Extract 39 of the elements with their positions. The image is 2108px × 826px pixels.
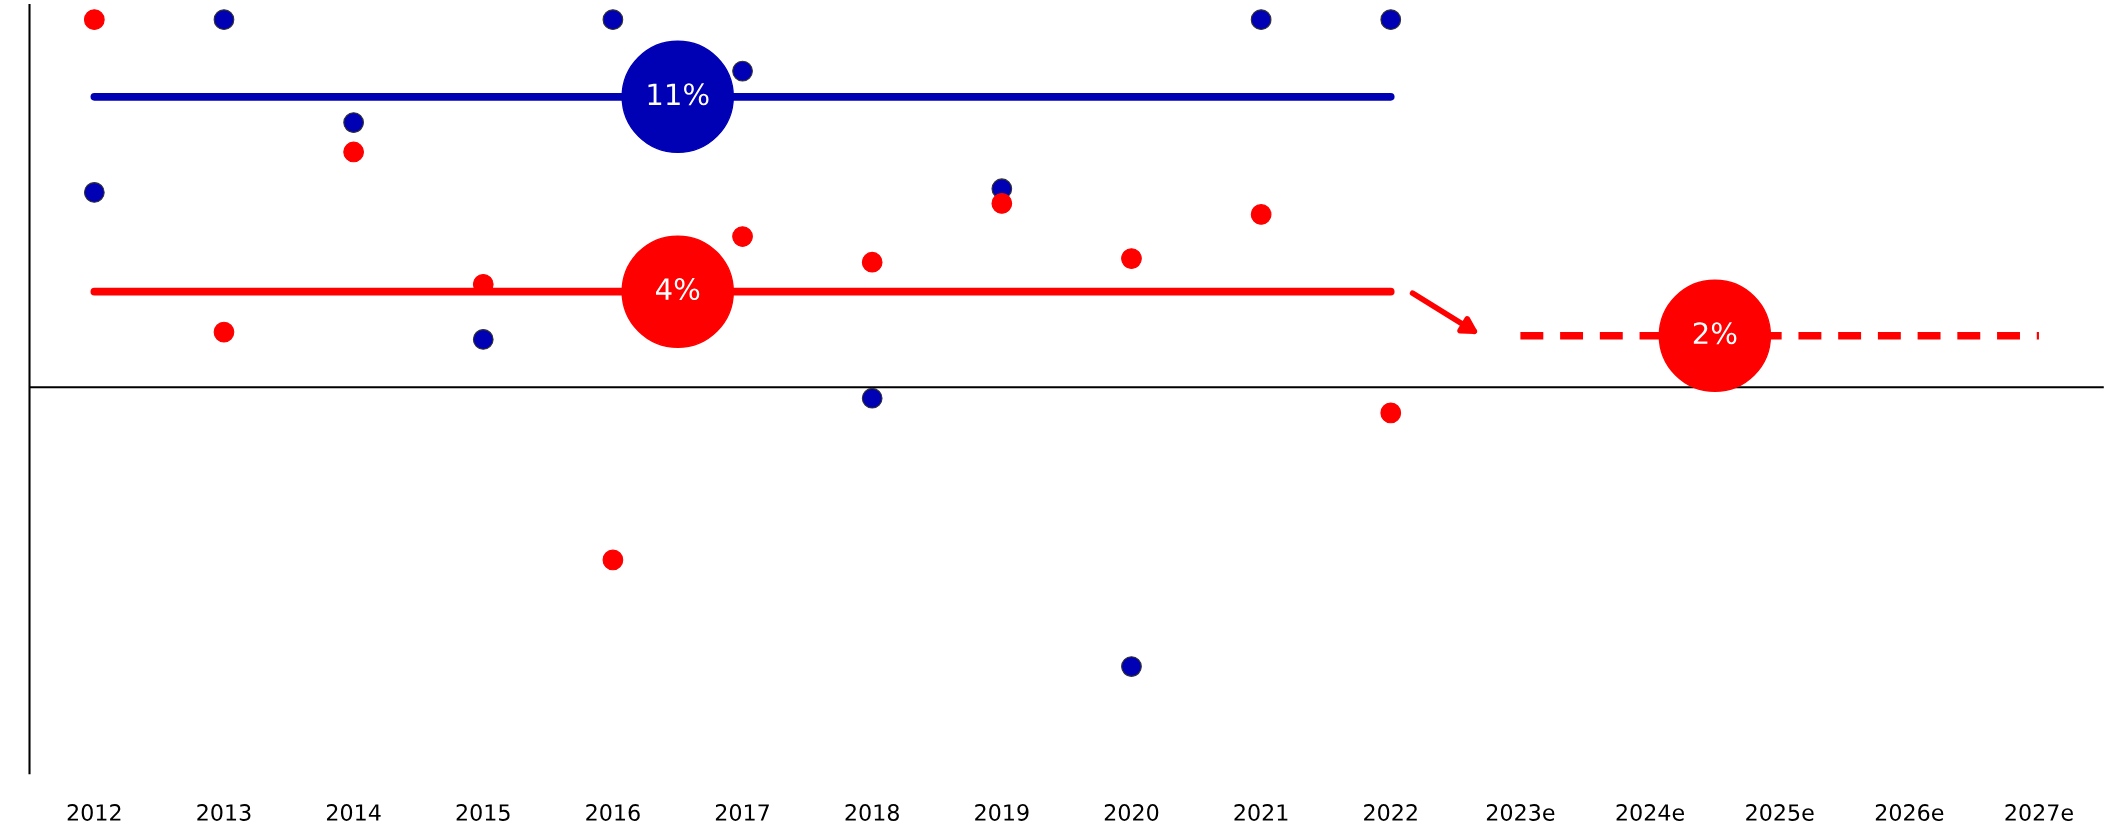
point: [1380, 402, 1402, 424]
series-label: 2%: [1693, 322, 1737, 345]
point: [1250, 9, 1272, 31]
x-tick-label: 2012: [67, 804, 121, 821]
point: [861, 251, 883, 273]
point: [213, 9, 235, 31]
point: [1121, 656, 1142, 677]
series-label: 4%: [656, 278, 700, 301]
point: [83, 9, 105, 31]
x-tick-label: 2016: [586, 804, 640, 821]
x-tick-label: 2025e: [1746, 804, 1814, 821]
x-tick-label: 2019: [975, 804, 1029, 821]
x-tick-label: 2017: [715, 804, 769, 821]
point: [732, 226, 753, 247]
point: [732, 60, 753, 82]
point: [343, 112, 364, 133]
point: [861, 387, 883, 409]
x-tick-label: 2015: [456, 804, 510, 821]
point: [83, 182, 105, 203]
point: [343, 141, 364, 163]
series-label: 11%: [648, 83, 709, 106]
point: [602, 9, 624, 31]
x-tick-label: 2024e: [1616, 804, 1684, 821]
x-tick-label: 2020: [1104, 804, 1159, 821]
point: [1250, 204, 1272, 225]
point: [472, 329, 494, 350]
x-tick-label: 2021: [1234, 804, 1288, 821]
point: [213, 321, 235, 343]
x-tick-label: 2022: [1364, 804, 1417, 821]
x-tick-label: 2013: [197, 804, 251, 821]
x-tick-label: 2014: [326, 804, 381, 821]
point: [1121, 248, 1142, 269]
x-tick-label: 2018: [845, 804, 899, 821]
x-tick-label: 2023e: [1486, 804, 1555, 821]
point: [1380, 9, 1402, 31]
x-tick-label: 2026e: [1875, 804, 1944, 821]
point: [602, 549, 624, 571]
point: [991, 193, 1013, 214]
x-tick-label: 2027e: [2005, 804, 2073, 821]
